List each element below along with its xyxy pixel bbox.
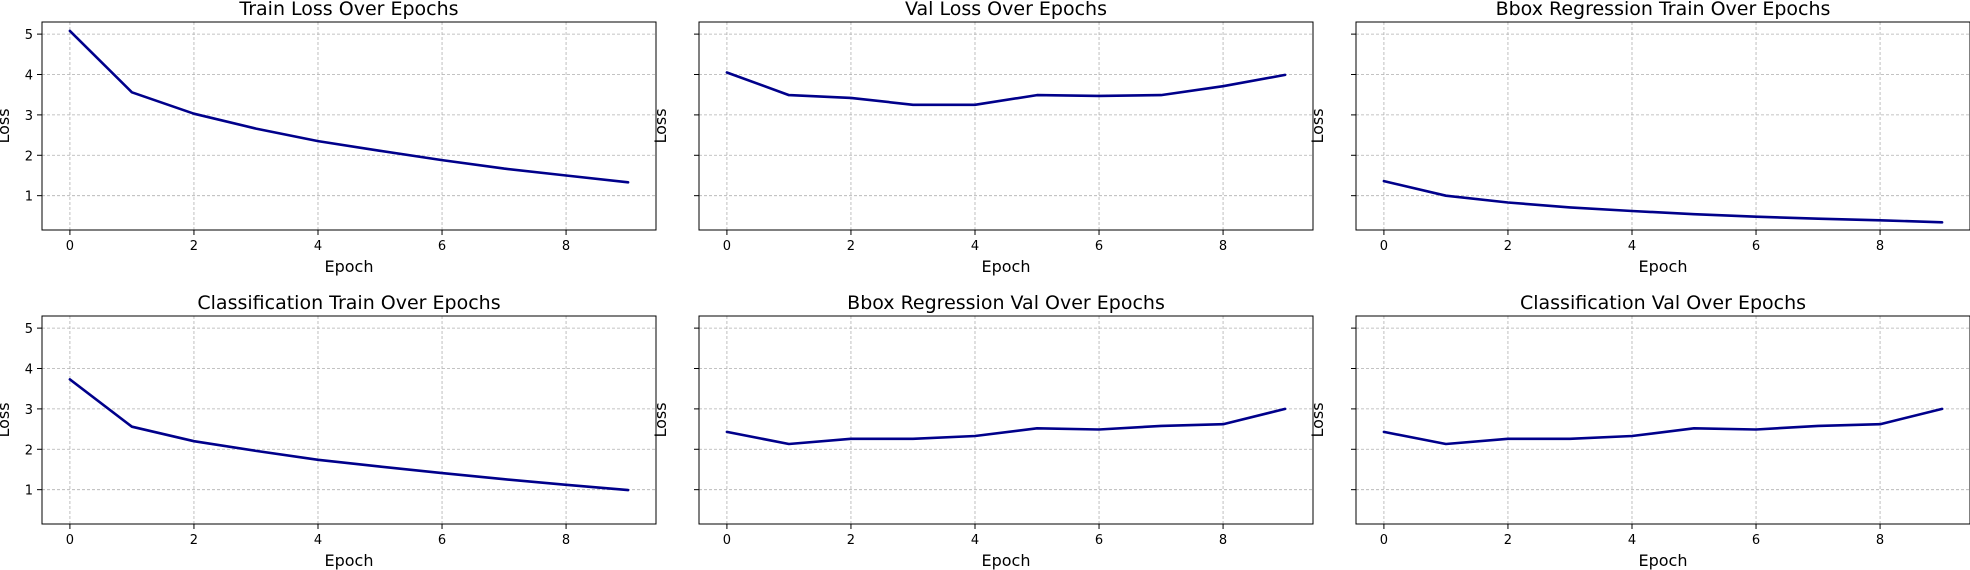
x-tick-label: 2 (190, 239, 198, 254)
y-tick-label: 5 (25, 322, 33, 337)
chart-panel: Val Loss Over Epochs 0 2 4 6 8 Epoch Loss (651, 0, 1314, 276)
x-tick-label: 0 (1380, 239, 1388, 254)
chart-title: Classification Train Over Epochs (197, 292, 500, 314)
x-tick-label: 0 (723, 239, 731, 254)
y-tick-label: 3 (25, 109, 33, 124)
chart-title: Bbox Regression Val Over Epochs (847, 292, 1165, 314)
y-axis-label: Loss (1308, 402, 1327, 437)
x-tick-label: 6 (438, 239, 446, 254)
x-tick-label: 8 (562, 533, 570, 548)
y-axis-label: Loss (0, 402, 13, 437)
x-tick-label: 8 (1219, 239, 1227, 254)
y-axis-label: Loss (0, 108, 13, 143)
x-tick-label: 6 (1095, 239, 1103, 254)
y-tick-label: 4 (25, 69, 33, 84)
y-axis-label: Loss (651, 108, 670, 143)
chart-title: Classification Val Over Epochs (1520, 292, 1806, 314)
axes-frame (41, 21, 657, 231)
axes-frame (698, 315, 1314, 525)
x-tick-label: 4 (1628, 239, 1636, 254)
chart-panel: Classification Train Over Epochs 0 2 4 6 8 1 2 3… (0, 292, 657, 570)
x-tick-label: 2 (847, 533, 855, 548)
x-tick-label: 4 (314, 239, 322, 254)
x-axis-label: Epoch (1639, 551, 1688, 570)
x-tick-label: 4 (1628, 533, 1636, 548)
series-line (68, 29, 630, 184)
series-line (1382, 407, 1944, 446)
chart-panel: Bbox Regression Val Over Epochs 0 2 4 6 8 Epoc… (651, 292, 1314, 570)
y-tick-label: 3 (25, 403, 33, 418)
x-axis-label: Epoch (1639, 257, 1688, 276)
x-tick-label: 8 (1219, 533, 1227, 548)
axes-frame (1355, 21, 1970, 231)
x-tick-label: 0 (66, 533, 74, 548)
x-tick-label: 2 (190, 533, 198, 548)
x-tick-label: 4 (314, 533, 322, 548)
x-tick-label: 0 (66, 239, 74, 254)
axes-frame (41, 315, 657, 525)
x-axis-label: Epoch (982, 257, 1031, 276)
axes-frame (1355, 315, 1970, 525)
x-axis-label: Epoch (325, 551, 374, 570)
y-tick-label: 2 (25, 443, 33, 458)
y-tick-label: 5 (25, 28, 33, 43)
chart-panel: Train Loss Over Epochs 0 2 4 6 8 1 2 3 4 5 Epoch Los… (0, 0, 657, 276)
series-line (725, 71, 1287, 107)
x-tick-label: 2 (847, 239, 855, 254)
x-tick-label: 0 (723, 533, 731, 548)
x-tick-label: 6 (1752, 239, 1760, 254)
y-tick-label: 1 (25, 190, 33, 205)
y-axis-label: Loss (651, 402, 670, 437)
x-axis-label: Epoch (982, 551, 1031, 570)
chart-panel: Bbox Regression Train Over Epochs 0 2 4 6 8 Ep… (1308, 0, 1970, 276)
y-tick-label: 4 (25, 363, 33, 378)
y-tick-label: 2 (25, 149, 33, 164)
y-tick-label: 1 (25, 484, 33, 499)
series-line (68, 378, 630, 492)
x-tick-label: 4 (971, 239, 979, 254)
chart-title: Val Loss Over Epochs (905, 0, 1107, 20)
x-axis-label: Epoch (325, 257, 374, 276)
series-line (1382, 179, 1944, 224)
chart-panel: Classification Val Over Epochs 0 2 4 6 8 Epoch… (1308, 292, 1970, 570)
x-tick-label: 2 (1504, 239, 1512, 254)
x-tick-label: 0 (1380, 533, 1388, 548)
x-tick-label: 6 (438, 533, 446, 548)
axes-frame (698, 21, 1314, 231)
x-tick-label: 8 (1876, 239, 1884, 254)
x-tick-label: 8 (562, 239, 570, 254)
chart-title: Train Loss Over Epochs (238, 0, 458, 20)
chart-title: Bbox Regression Train Over Epochs (1496, 0, 1831, 20)
x-tick-label: 6 (1095, 533, 1103, 548)
x-tick-label: 4 (971, 533, 979, 548)
x-tick-label: 2 (1504, 533, 1512, 548)
series-line (725, 407, 1287, 446)
x-tick-label: 6 (1752, 533, 1760, 548)
y-axis-label: Loss (1308, 108, 1327, 143)
x-tick-label: 8 (1876, 533, 1884, 548)
